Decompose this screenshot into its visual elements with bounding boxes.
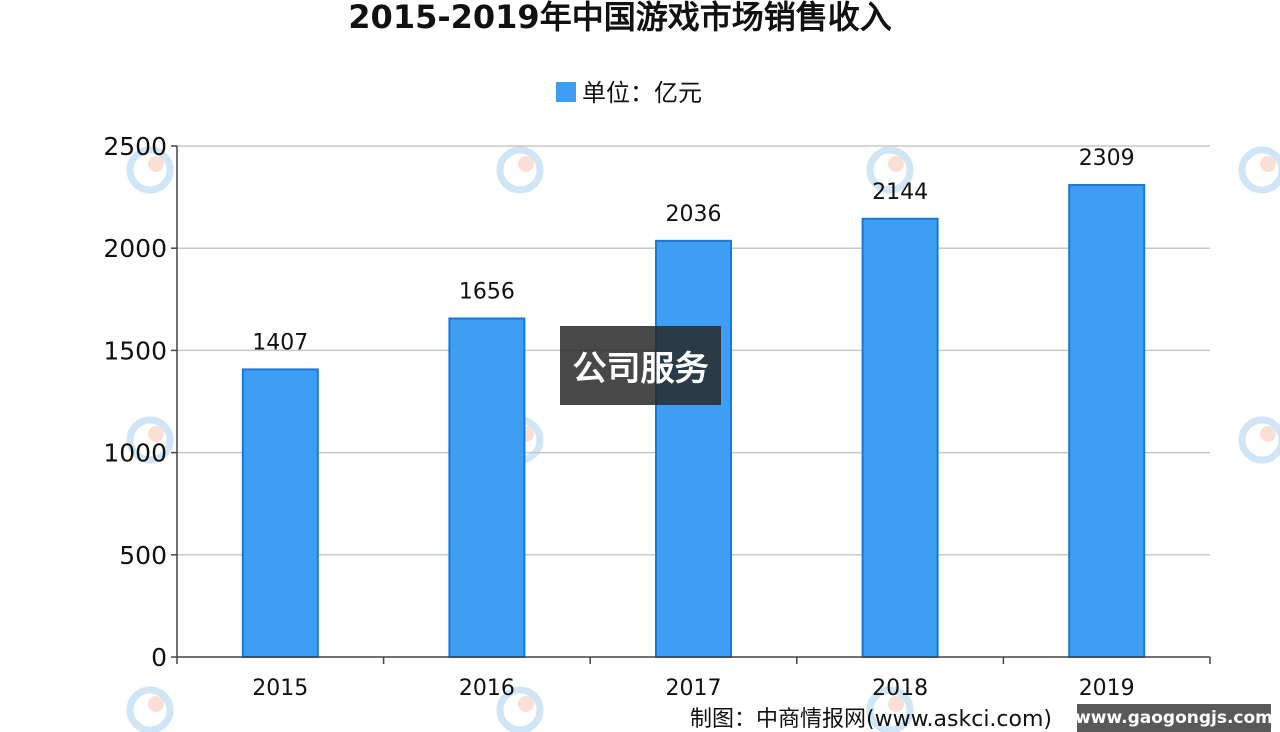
watermark-logo-dot <box>1260 426 1276 442</box>
x-tick-label: 2018 <box>872 676 928 701</box>
y-tick-label: 500 <box>119 541 167 570</box>
watermark-logo-icon <box>866 146 914 194</box>
chart-source: 制图：中商情报网(www.askci.com) <box>690 707 1052 732</box>
watermark-logo-dot <box>1260 156 1276 172</box>
y-tick-label: 2500 <box>103 132 167 161</box>
y-tick-label: 1000 <box>103 439 167 468</box>
x-tick-label: 2015 <box>252 676 308 701</box>
bar <box>448 317 526 658</box>
x-tick-label: 2019 <box>1079 676 1135 701</box>
y-tick-label: 2000 <box>103 234 167 263</box>
legend-label: 单位：亿元 <box>582 79 702 107</box>
data-label: 1656 <box>459 280 515 305</box>
watermark-logo-dot <box>148 156 164 172</box>
chart-title: 2015-2019年中国游戏市场销售收入 <box>348 0 891 36</box>
data-label: 2036 <box>666 202 722 227</box>
company-service-overlay[interactable]: 公司服务 <box>560 326 721 405</box>
watermark-logo-icon <box>1238 146 1280 194</box>
watermark-logo-dot <box>888 156 904 172</box>
bar <box>861 217 939 659</box>
watermark-logo-dot <box>888 696 904 712</box>
watermark-logo-icon <box>496 686 544 732</box>
bar <box>241 368 319 658</box>
watermark-logo-icon <box>126 416 174 464</box>
legend: 单位：亿元 <box>556 79 702 107</box>
data-label: 2309 <box>1079 146 1135 171</box>
y-tick-label: 1500 <box>103 336 167 365</box>
bar <box>655 239 732 658</box>
watermark-logo-icon <box>496 146 544 194</box>
watermark-layer <box>126 146 1280 732</box>
x-tick-label: 2017 <box>666 676 722 701</box>
site-url-overlay[interactable]: www.gaogongjs.com <box>1075 704 1273 732</box>
y-tick-label: 0 <box>151 643 167 672</box>
watermark-logo-dot <box>148 696 164 712</box>
watermark-logo-icon <box>126 686 174 732</box>
watermark-logo-dot <box>518 156 534 172</box>
legend-swatch <box>556 82 576 102</box>
watermark-logo-dot <box>148 426 164 442</box>
watermark-logo-icon <box>1238 416 1280 464</box>
data-label: 2144 <box>872 180 928 205</box>
watermark-logo-icon <box>126 146 174 194</box>
watermark-logo-icon <box>866 686 914 732</box>
data-label: 1407 <box>252 330 308 355</box>
bar <box>1068 184 1146 658</box>
x-tick-label: 2016 <box>459 676 515 701</box>
watermark-logo-dot <box>518 696 534 712</box>
